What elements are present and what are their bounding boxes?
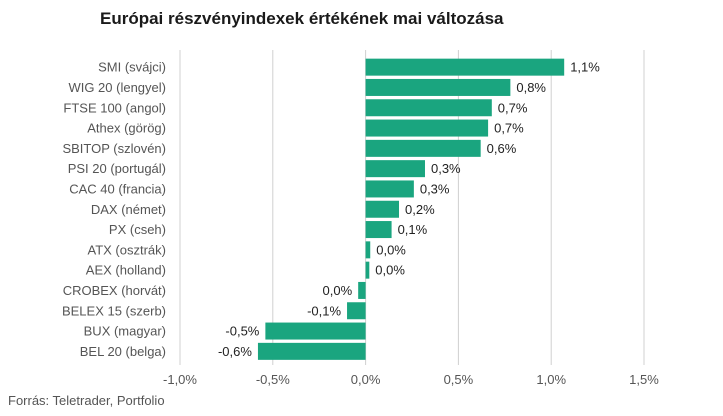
category-label: Athex (görög) (87, 121, 166, 136)
bar (365, 78, 511, 96)
bar (365, 58, 565, 76)
data-label: 0,6% (487, 141, 517, 156)
bar (365, 261, 370, 279)
data-label: 0,3% (431, 161, 461, 176)
data-label: 0,1% (398, 222, 428, 237)
bar (365, 99, 492, 117)
bar (365, 139, 481, 157)
category-label: BUX (magyar) (84, 324, 166, 339)
category-label: DAX (német) (91, 202, 166, 217)
category-label: AEX (holland) (86, 263, 166, 278)
x-tick-label: 1,5% (629, 372, 659, 387)
category-label: BELEX 15 (szerb) (62, 303, 166, 318)
bar (365, 119, 489, 137)
x-tick-label: 0,5% (444, 372, 474, 387)
category-label: BEL 20 (belga) (80, 344, 166, 359)
bar (365, 180, 414, 198)
data-label: -0,5% (225, 324, 259, 339)
category-labels: SMI (svájci) WIG 20 (lengyel) FTSE 100 (an… (62, 60, 166, 359)
bar (365, 241, 371, 259)
category-label: PX (cseh) (109, 222, 166, 237)
category-label: WIG 20 (lengyel) (68, 80, 166, 95)
source-note: Forrás: Teletrader, Portfolio (8, 393, 165, 408)
data-label: 0,0% (323, 283, 353, 298)
data-label: -0,6% (218, 344, 252, 359)
category-label: CAC 40 (francia) (69, 181, 166, 196)
data-label: 0,0% (375, 263, 405, 278)
x-tick-label: -0,5% (256, 372, 290, 387)
category-label: SMI (svájci) (98, 60, 166, 75)
category-label: ATX (osztrák) (88, 242, 167, 257)
category-label: PSI 20 (portugál) (68, 161, 166, 176)
bar (365, 221, 392, 239)
data-label: 0,8% (516, 80, 546, 95)
category-label: SBITOP (szlovén) (62, 141, 166, 156)
x-tick-labels: -1,0% -0,5% 0,0% 0,5% 1,0% 1,5% (163, 372, 659, 387)
bar (358, 281, 366, 299)
data-label: 0,2% (405, 202, 435, 217)
chart-title: Európai részvényindexek értékének mai vá… (100, 9, 504, 28)
data-label: 0,3% (420, 181, 450, 196)
bar (265, 322, 366, 340)
bars (257, 58, 565, 360)
category-label: CROBEX (horvát) (63, 283, 166, 298)
x-tick-label: 1,0% (536, 372, 566, 387)
bar (347, 302, 366, 320)
bar (365, 160, 425, 178)
data-label: 0,7% (494, 121, 524, 136)
data-label: -0,1% (307, 303, 341, 318)
data-labels: 1,1% 0,8% 0,7% 0,7% 0,6% 0,3% 0,3% 0,2% 0,1% 0,0%… (218, 60, 600, 359)
bar (257, 342, 366, 360)
category-label: FTSE 100 (angol) (63, 100, 166, 115)
data-label: 0,0% (376, 242, 406, 257)
data-label: 1,1% (570, 60, 600, 75)
x-tick-label: 0,0% (351, 372, 381, 387)
data-label: 0,7% (498, 100, 528, 115)
bar (365, 200, 400, 218)
x-tick-label: -1,0% (163, 372, 197, 387)
